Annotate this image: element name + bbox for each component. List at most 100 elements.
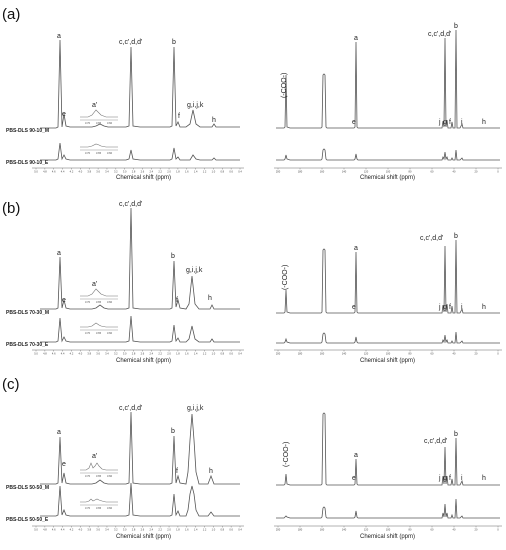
h1-spectrum-c: 3.70 3.65 3.60 3.70 3.65 3.60 c,c',d,d' … bbox=[6, 405, 244, 540]
peak-label: a' bbox=[92, 453, 97, 460]
peak-label: f bbox=[449, 475, 451, 482]
h1-xlabel-a: Chemical shift (ppm) bbox=[116, 175, 171, 181]
h1-tick-labels-c: 5.0 4.8 4.6 4.4 4.2 4.0 3.8 3.6 3.4 3.2 3.0 2.8 2.6 2… bbox=[34, 526, 242, 532]
inset-tick: 3.70 bbox=[85, 151, 91, 155]
tick-label: 160 bbox=[320, 528, 325, 532]
peak-label: h bbox=[208, 295, 212, 302]
h1-trace-bottom-a bbox=[40, 142, 240, 161]
tick-label: 80 bbox=[409, 352, 412, 356]
tick-label: 3.2 bbox=[114, 528, 118, 532]
tick-label: 160 bbox=[320, 170, 325, 174]
peak-label: a' bbox=[92, 281, 97, 288]
c13-xlabel-a: Chemical shift (ppm) bbox=[360, 175, 415, 181]
inset-tick: 3.70 bbox=[85, 474, 91, 478]
tick-label: 0.4 bbox=[238, 528, 242, 532]
tick-label: 5.0 bbox=[34, 170, 38, 174]
peak-label: c,c',d,d' bbox=[119, 405, 142, 412]
tick-label: 3.4 bbox=[105, 170, 109, 174]
peak-label: h bbox=[482, 475, 486, 482]
tick-label: 4.0 bbox=[79, 352, 83, 356]
tick-label: 2.8 bbox=[132, 352, 136, 356]
tick-label: 3.4 bbox=[105, 528, 109, 532]
peak-label: b bbox=[454, 23, 458, 30]
c13-trace-top-a bbox=[276, 29, 500, 129]
h1-inset-bottom-c bbox=[80, 498, 118, 503]
tick-label: 2.0 bbox=[167, 352, 171, 356]
c13-trace-bottom-c bbox=[276, 498, 500, 519]
tick-label: 180 bbox=[298, 352, 303, 356]
panel-label-b: (b) bbox=[2, 200, 20, 217]
peak-label: h bbox=[209, 468, 213, 475]
h1-inset-top-b bbox=[80, 288, 118, 297]
peak-label: h bbox=[482, 304, 486, 311]
tick-label: 4.8 bbox=[43, 352, 47, 356]
peak-label: f bbox=[176, 297, 178, 304]
c13-xlabel-c: Chemical shift (ppm) bbox=[360, 534, 415, 540]
peak-label: c,c',d,d' bbox=[119, 39, 142, 46]
tick-label: 1.2 bbox=[203, 528, 207, 532]
tick-label: 20 bbox=[475, 170, 478, 174]
tick-label: 0.8 bbox=[220, 352, 224, 356]
inset-tick: 3.65 bbox=[96, 300, 102, 304]
tick-label: 1.0 bbox=[212, 528, 216, 532]
tick-label: 1.4 bbox=[194, 170, 198, 174]
tick-label: 2.4 bbox=[149, 528, 153, 532]
h1-spectrum-a: 3.70 3.65 3.60 3.70 3.65 3.60 a e a' c,c… bbox=[6, 33, 244, 181]
h1-trace-top-c bbox=[40, 411, 240, 485]
tick-label: 0.8 bbox=[220, 528, 224, 532]
peak-label: a bbox=[57, 250, 61, 257]
peak-label: f bbox=[176, 468, 178, 475]
sample-label-top: PBS-DLS 50-50_M bbox=[6, 485, 49, 491]
c13-trace-top-c bbox=[276, 412, 500, 486]
tick-label: 140 bbox=[342, 170, 347, 174]
sample-label-bottom: PBS-DLS 90-10_E bbox=[6, 160, 49, 166]
c13-spectrum-c: (-COO-) a c,c',d,d' b e j g f i h 200 180… bbox=[274, 412, 502, 540]
peak-label: j bbox=[438, 119, 441, 126]
tick-label: 140 bbox=[342, 528, 347, 532]
tick-label: 40 bbox=[453, 528, 456, 532]
tick-label: 180 bbox=[298, 170, 303, 174]
tick-label: 140 bbox=[342, 352, 347, 356]
c13-spectrum-a: (-COO-) a c,c',d,d' b e j g f i h 200 180… bbox=[274, 23, 502, 181]
peak-label: c,c',d,d' bbox=[428, 31, 451, 38]
inset-tick: 3.65 bbox=[96, 331, 102, 335]
h1-spectrum-b: 3.70 3.65 3.60 3.70 3.65 3.60 c,c',d,d' … bbox=[6, 201, 244, 364]
tick-label: 0 bbox=[497, 528, 499, 532]
tick-label: 4.6 bbox=[52, 528, 56, 532]
tick-label: 3.6 bbox=[96, 352, 100, 356]
tick-label: 0.6 bbox=[229, 170, 233, 174]
peak-label: e bbox=[62, 297, 66, 304]
inset-tick: 3.60 bbox=[107, 474, 113, 478]
c13-trace-bottom-a bbox=[276, 148, 500, 161]
tick-label: 2.2 bbox=[158, 352, 162, 356]
tick-label: 2.6 bbox=[141, 170, 145, 174]
inset-tick: 3.65 bbox=[96, 474, 102, 478]
tick-label: 4.4 bbox=[61, 352, 65, 356]
sample-label-bottom: PBS-DLS 70-30_E bbox=[6, 342, 49, 348]
tick-label: 4.2 bbox=[70, 528, 74, 532]
peak-label: a bbox=[57, 33, 61, 40]
inset-tick: 3.60 bbox=[107, 121, 113, 125]
tick-label: 1.8 bbox=[176, 528, 180, 532]
tick-label: 2.8 bbox=[132, 528, 136, 532]
tick-label: 20 bbox=[475, 528, 478, 532]
tick-label: 3.0 bbox=[123, 170, 127, 174]
peak-label: a bbox=[354, 35, 358, 42]
tick-label: 0.4 bbox=[238, 352, 242, 356]
peak-label: e bbox=[352, 475, 356, 482]
c13-spectrum-b: (-COO-) a c,c',d,d' b e j g f i h 200 180… bbox=[274, 233, 502, 364]
tick-label: 0.8 bbox=[220, 170, 224, 174]
panel-label-c: (c) bbox=[2, 376, 20, 393]
tick-label: 100 bbox=[386, 528, 391, 532]
tick-label: 3.4 bbox=[105, 352, 109, 356]
peak-label-coo: (-COO-) bbox=[282, 265, 289, 290]
inset-tick: 3.70 bbox=[85, 121, 91, 125]
tick-label: 180 bbox=[298, 528, 303, 532]
tick-label: 40 bbox=[453, 352, 456, 356]
peak-label: c,c',d,d' bbox=[119, 201, 142, 208]
tick-label: 0 bbox=[497, 352, 499, 356]
tick-label: 3.6 bbox=[96, 528, 100, 532]
tick-label: 120 bbox=[364, 528, 369, 532]
peak-label-coo: (-COO-) bbox=[281, 73, 288, 98]
peak-label: a bbox=[354, 245, 358, 252]
